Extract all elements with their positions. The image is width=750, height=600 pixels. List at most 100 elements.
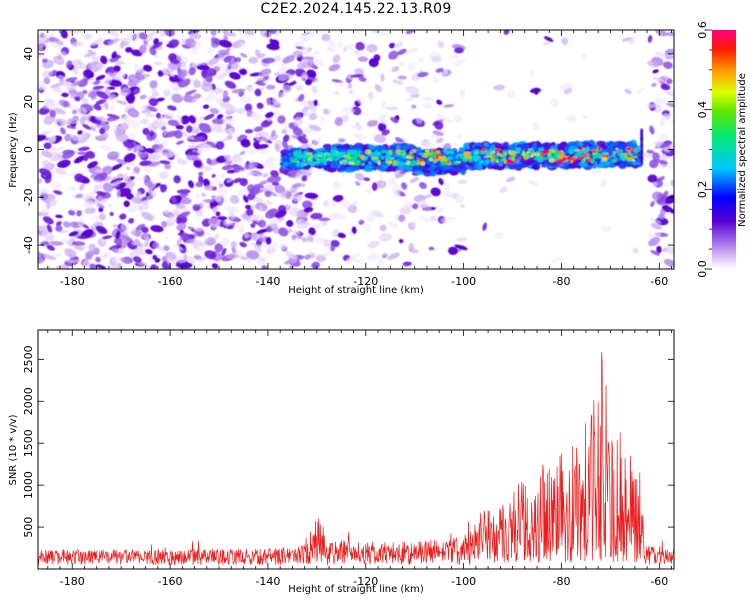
spectrogram-x-tick-label: -160 [158,275,183,288]
noise-blob [210,30,217,36]
spectrogram-y-tick-label: -20 [22,188,35,206]
signal-peak [314,161,321,165]
signal-peak [420,161,426,166]
noise-blob [176,54,183,61]
snr-x-tick-label: -100 [451,575,476,588]
noise-blob [239,95,252,104]
noise-blob [342,46,348,53]
signal-peak [611,159,616,163]
noise-blob [110,262,123,269]
noise-blob [266,226,272,233]
noise-blob [388,221,399,229]
noise-blob [167,215,177,225]
signal-peak [318,158,324,163]
noise-blob [274,54,282,62]
noise-blob [240,52,248,58]
noise-blob [376,31,388,37]
signal-peak [583,149,586,155]
noise-blob [151,41,163,49]
snr-y-tick-label: 1500 [22,429,35,457]
signal-blob [400,144,410,150]
signal-peak [529,154,534,158]
noise-blob [405,85,419,94]
signal-peak [489,148,493,152]
signal-peak [449,150,454,155]
noise-blob [71,109,78,115]
noise-blob [187,180,195,189]
noise-blob [200,199,206,207]
signal-peak [570,160,573,164]
noise-blob [265,84,276,90]
noise-blob [376,180,387,189]
noise-blob [56,221,62,226]
signal-peak [436,150,441,154]
noise-blob [229,71,241,80]
noise-blob [148,31,159,36]
noise-blob [278,91,286,98]
signal-peak [503,159,507,164]
noise-blob [643,152,652,159]
noise-blob [239,177,248,187]
noise-blob [353,50,360,56]
noise-blob [244,103,253,112]
signal-peak [291,159,294,162]
noise-blob [82,154,89,162]
noise-blob [141,232,149,239]
noise-blob [246,171,254,177]
noise-blob [229,195,240,204]
noise-blob [311,261,321,269]
signal-blob [364,165,372,170]
noise-blob [405,95,415,103]
signal-peak [590,159,595,164]
noise-blob [329,212,338,220]
noise-blob [253,126,264,132]
signal-blob [541,142,553,149]
noise-blob [377,173,383,181]
noise-blob [41,150,53,158]
noise-blob [268,218,278,225]
noise-blob [273,226,279,234]
signal-peak [296,153,303,158]
noise-blob [53,55,65,65]
snr-y-tick-label: 2000 [22,387,35,415]
signal-peak [428,158,434,162]
noise-blob [311,86,318,94]
noise-blob [82,259,92,268]
noise-blob [292,127,303,137]
noise-blob [549,98,560,107]
noise-blob [264,190,272,198]
signal-peak [511,156,515,161]
noise-blob [231,88,246,94]
signal-blob [392,166,397,172]
noise-blob [301,183,306,188]
noise-blob [300,33,310,43]
noise-blob [600,225,611,232]
noise-blob [209,125,221,133]
noise-blob [84,207,97,214]
noise-blob [352,133,359,138]
noise-blob [41,58,48,63]
signal-blob [558,143,570,147]
noise-blob [114,66,121,72]
noise-blob [258,206,264,212]
signal-blob [531,143,537,150]
noise-blob [161,220,168,228]
noise-blob [453,114,463,123]
noise-blob [355,181,361,186]
signal-peak [585,146,590,151]
noise-blob [81,97,89,106]
signal-peak [396,159,400,163]
noise-blob [413,194,425,202]
colorbar-tick-label: 0.4 [696,101,709,119]
signal-peak [494,148,502,152]
signal-peak [631,155,639,159]
noise-blob [456,237,467,242]
noise-blob [528,180,539,187]
noise-blob [90,38,103,47]
signal-peak [566,156,572,161]
noise-blob [650,223,663,230]
signal-blob [576,141,585,147]
noise-blob [102,235,113,240]
noise-blob [160,170,170,177]
colorbar-tick-label: 0.6 [696,21,709,39]
